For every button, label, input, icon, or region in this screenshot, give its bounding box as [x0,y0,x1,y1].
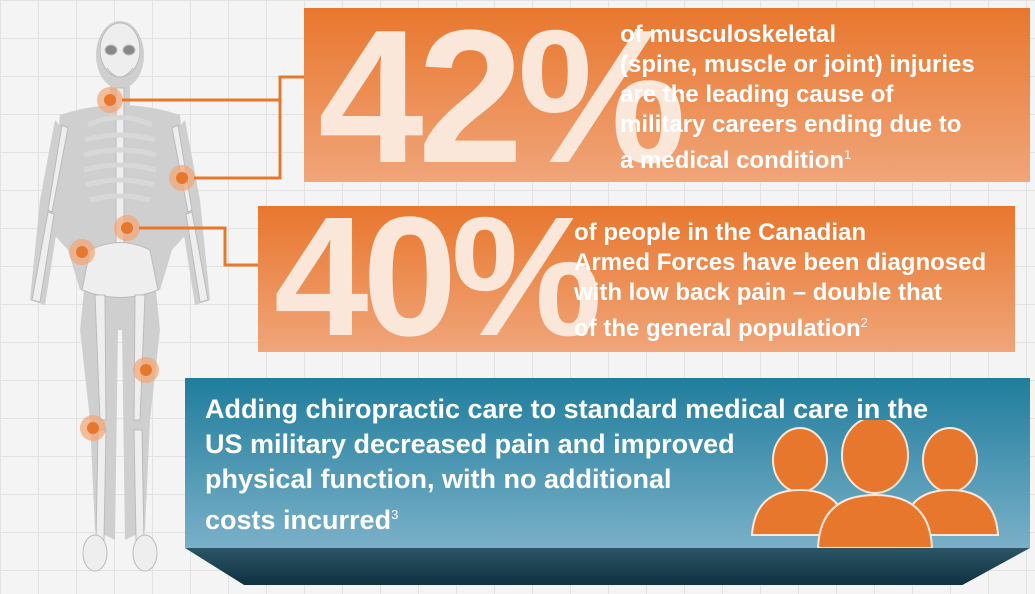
finding-card: Adding chiropractic care to standard med… [185,378,1030,548]
stat-card-42: 42% of musculoskeletal (spine, muscle or… [304,2,1030,192]
footnote-ref: 2 [860,315,868,330]
people-group-icon [750,420,1000,548]
finding-card-base [185,548,1030,585]
footnote-ref: 3 [391,507,399,522]
skeleton-illustration [30,21,305,572]
finding-text: Adding chiropractic care to standard med… [205,394,929,535]
stat-value: 42% [318,0,686,203]
footnote-ref: 1 [844,147,852,162]
stat-description: of people in the Canadian Armed Forces h… [574,219,987,342]
pain-point-markers [69,87,195,441]
stat-card-40: 40% of people in the Canadian Armed Forc… [258,192,1015,362]
stat-description: of musculoskeletal (spine, muscle or joi… [620,21,975,174]
stat-value: 40% [274,182,602,372]
